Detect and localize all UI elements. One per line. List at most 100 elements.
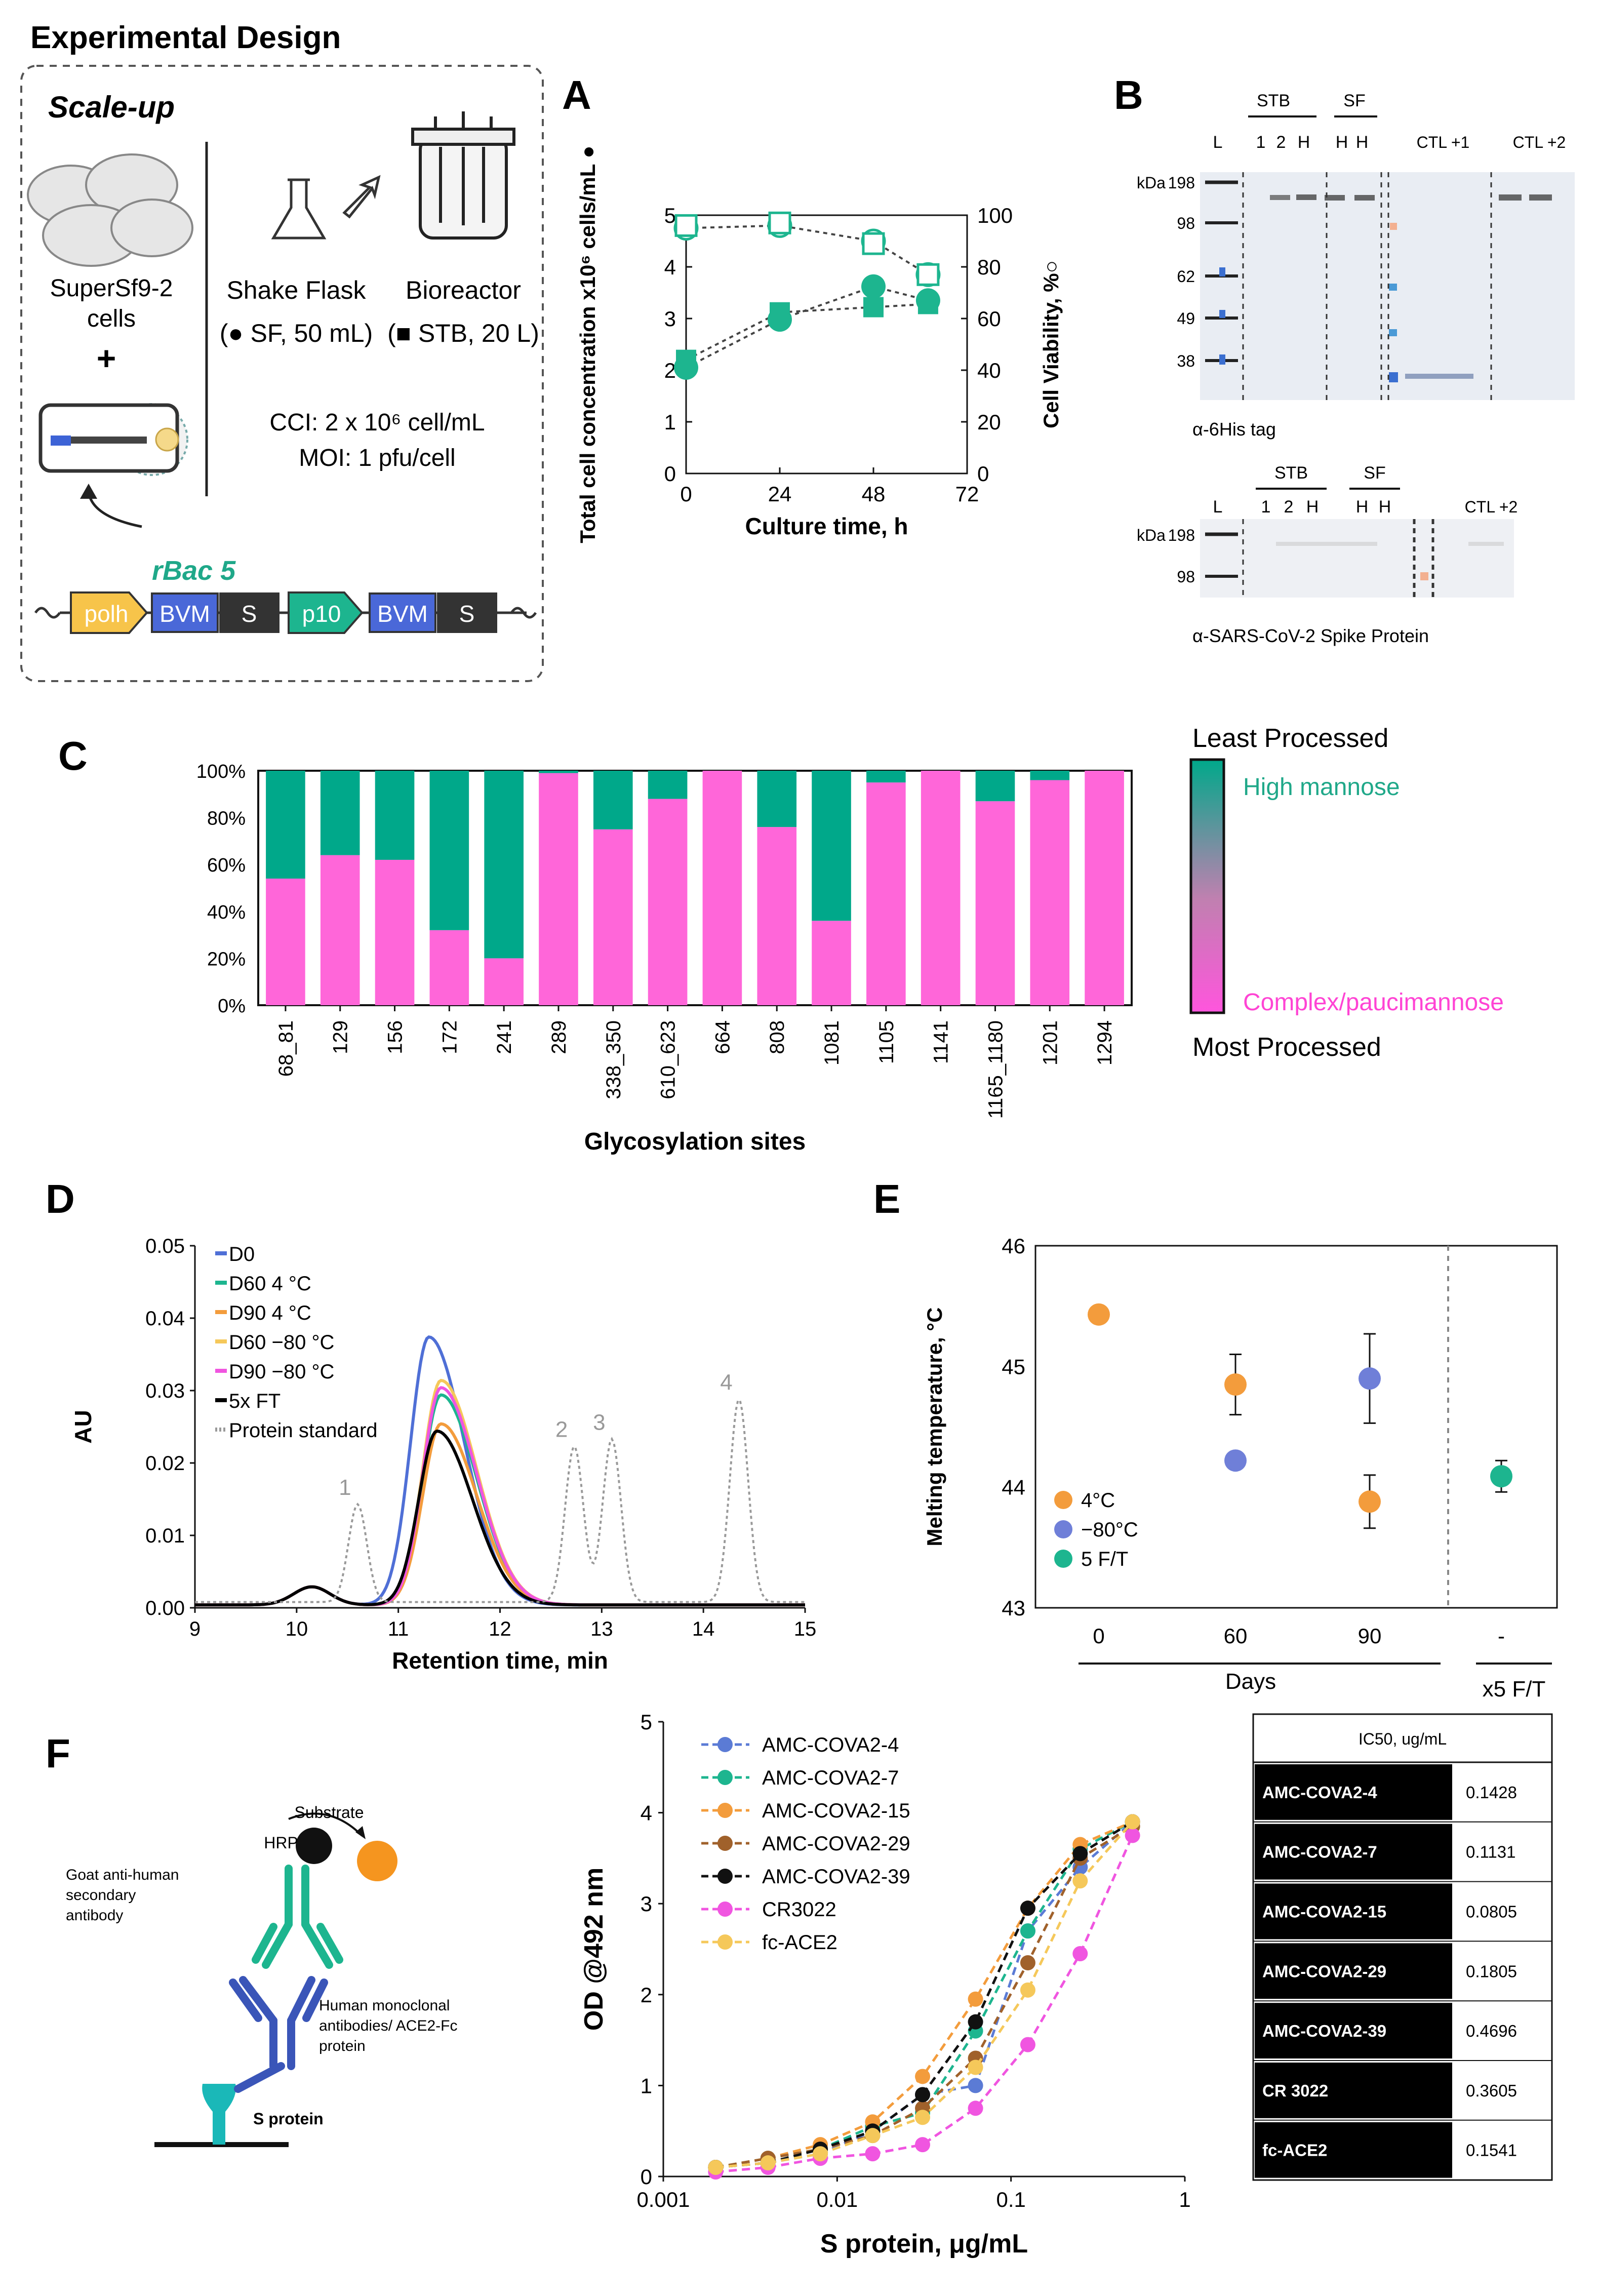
- chromatogram-line: [195, 1399, 805, 1603]
- design-box: [20, 65, 544, 682]
- his-kda-label: kDa: [1137, 174, 1166, 192]
- baculovirus-illustration: [38, 403, 188, 476]
- spike-stb-label: STB: [1274, 463, 1308, 483]
- elisa-point: [915, 2087, 931, 2103]
- elisa-point: [813, 2146, 828, 2162]
- elisa-curve: [715, 1820, 1133, 2169]
- legend-marker: [717, 1934, 733, 1950]
- elisa-point: [1072, 1946, 1088, 1961]
- bar-high-mannose: [593, 771, 633, 829]
- legend-label: Protein standard: [229, 1419, 378, 1442]
- his-lane-label: H: [1356, 133, 1369, 152]
- panel-label-e: E: [873, 1176, 900, 1221]
- x-tick-label: 172: [438, 1020, 461, 1054]
- x-axis-title: S protein, μg/mL: [820, 2229, 1028, 2259]
- construct-bvm-2: BVM: [377, 601, 428, 627]
- legend-label: AMC-COVA2-4: [762, 1734, 899, 1756]
- bar-high-mannose: [812, 771, 851, 921]
- elisa-point: [915, 2137, 931, 2153]
- x-tick-label: 48: [862, 482, 886, 506]
- x-tick-label: 289: [548, 1020, 570, 1054]
- hollow-arrow-icon: [342, 175, 381, 219]
- stb-concentration-point: [770, 302, 790, 323]
- ft-group-label: x5 F/T: [1483, 1677, 1546, 1701]
- bar-complex: [648, 799, 688, 1005]
- table-name-cell: [1255, 1764, 1452, 1820]
- trend-line: [686, 285, 929, 369]
- table-name-cell: [1255, 2122, 1452, 2178]
- bar-high-mannose: [975, 771, 1015, 802]
- legend-marker: [717, 1737, 733, 1752]
- y2-axis-title: Cell Viability, %○: [1039, 260, 1063, 428]
- legend-label: CR3022: [762, 1898, 836, 1921]
- elisa-point: [865, 2146, 881, 2162]
- stb-concentration-point: [863, 297, 884, 318]
- chart-a: 0 1 2 3 4 5 0 20 40 60 80 100 0 24 48 72 Culture time, h…: [576, 145, 1063, 543]
- table-name-cell: [1255, 1824, 1452, 1880]
- his-lane-label: L: [1213, 133, 1223, 152]
- elisa-point: [1020, 1923, 1035, 1939]
- flask-icon: [271, 178, 327, 240]
- trend-line: [686, 303, 929, 361]
- x-tick-label: 241: [493, 1020, 515, 1054]
- bar-complex: [375, 859, 415, 1005]
- x-tick-label: 1165_1180: [984, 1020, 1007, 1119]
- spike-lane-label: H: [1379, 497, 1391, 517]
- spike-marker-label: 198: [1168, 526, 1195, 544]
- y-tick-label: 20%: [207, 948, 246, 970]
- y-tick-label: 5: [664, 204, 676, 227]
- y-tick-label: 45: [1002, 1355, 1025, 1378]
- elisa-diagram: [154, 1812, 397, 2147]
- elisa-point: [1020, 2037, 1035, 2052]
- spike-lane-label: H: [1306, 497, 1319, 517]
- colorbar-least: Least Processed: [1192, 724, 1388, 753]
- bar-complex: [539, 773, 578, 1005]
- y-tick-label: 0.01: [145, 1525, 185, 1547]
- x-tick-label: -: [1498, 1624, 1505, 1648]
- y2-tick-label: 100: [977, 204, 1013, 227]
- y-tick-label: 3: [664, 307, 676, 331]
- y-tick-label: 40%: [207, 902, 246, 923]
- his-marker-labels: 198 98 62 49 38: [1168, 174, 1195, 370]
- x-tick-label: 610_623: [657, 1020, 680, 1099]
- processing-colorbar: [1189, 758, 1225, 1014]
- plot-frame: [1034, 1245, 1558, 1609]
- rbac-label: rBac 5: [152, 556, 236, 586]
- elisa-point: [1020, 1901, 1035, 1916]
- elisa-point: [915, 2069, 931, 2084]
- legend-label: D90 4 °C: [229, 1302, 311, 1324]
- x-tick-label: 1201: [1039, 1020, 1061, 1065]
- construct-s-1: S: [242, 601, 257, 627]
- his-marker-label: 198: [1168, 174, 1195, 192]
- elisa-point: [915, 2110, 931, 2125]
- stb-concentration-point: [917, 294, 938, 314]
- spike-marker-labels: 198 98: [1168, 526, 1195, 586]
- his-caption: α-6His tag: [1192, 419, 1276, 440]
- y-tick-label: 0.05: [145, 1235, 185, 1257]
- legend-label: −80°C: [1081, 1519, 1138, 1541]
- stb-viability-point: [768, 211, 791, 234]
- bar-complex: [593, 829, 633, 1005]
- table-ic50: 0.3605: [1466, 2081, 1517, 2100]
- spike-marker-label: 98: [1177, 568, 1195, 586]
- y-axis-title: Melting temperature, °C: [923, 1308, 946, 1547]
- bioreactor-desc: (■ STB, 20 L): [387, 319, 539, 347]
- table-name-cell: [1255, 2063, 1452, 2118]
- y-tick-label: 0: [664, 462, 676, 486]
- chromatogram-line: [195, 1430, 805, 1607]
- x-tick-label: 129: [330, 1020, 352, 1054]
- panel-label-b: B: [1114, 72, 1143, 117]
- sf-concentration-point: [861, 274, 886, 299]
- x-tick-label: 1105: [875, 1020, 898, 1064]
- y-tick-label: 5: [641, 1710, 652, 1734]
- y-tick-label: 2: [664, 359, 676, 382]
- y-tick-label: 43: [1002, 1596, 1025, 1620]
- bar-complex: [866, 782, 906, 1005]
- table-name: AMC-COVA2-39: [1262, 2022, 1386, 2040]
- spike-ctl2: CTL +2: [1465, 498, 1518, 516]
- his-stb-label: STB: [1257, 91, 1290, 110]
- bar-high-mannose: [757, 771, 797, 827]
- bar-high-mannose: [266, 771, 305, 879]
- stb-viability-point: [674, 214, 698, 237]
